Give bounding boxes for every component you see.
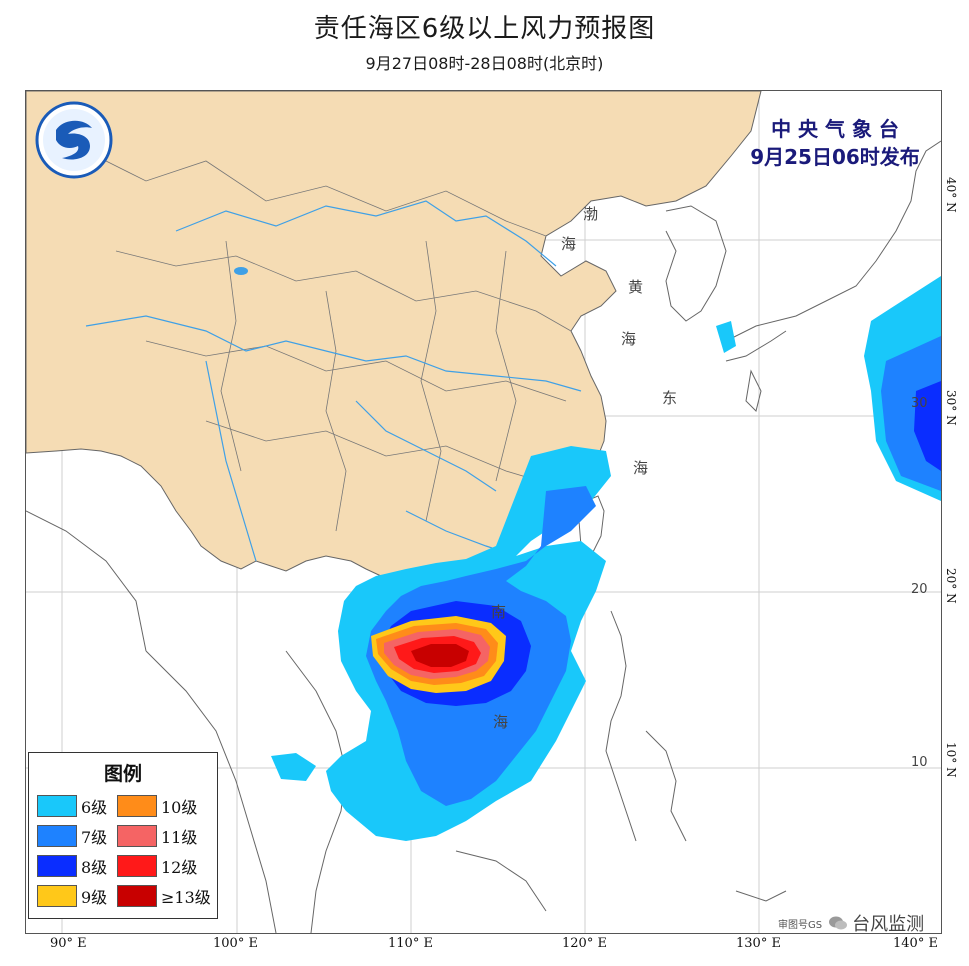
map-subtitle: 9月27日08时-28日08时(北京时) [365,54,604,73]
label-bohai-1: 渤 [583,205,599,223]
lon-label-130: 130° E [736,936,781,951]
legend-swatch [117,795,157,817]
legend-title: 图例 [103,763,142,785]
lon-label-110: 110° E [388,936,433,951]
watermark-text: 台风监测 [852,914,925,935]
legend-label: 10级 [161,798,198,817]
wechat-icon [828,915,848,931]
legend-item-8: 8级 [37,853,107,879]
map-title: 责任海区6级以上风力预报图 [313,14,656,44]
legend-item-7: 7级 [37,823,107,849]
province-borders [85,150,572,532]
inner-lat-10: 10 [911,755,928,770]
legend-swatch [37,795,77,817]
issuer-name: 中 央 气 象 台 [771,117,899,141]
lon-label-100: 100° E [213,936,258,951]
legend-swatch [37,885,77,907]
label-yellow-1: 黄 [628,278,644,296]
lat-label-10: 10° N [944,742,958,778]
watermark-prefix: 审图号GS [778,919,823,931]
legend-label: 9级 [81,888,108,907]
legend: 图例 6级 10级 7级 11级 8级 12级 9级 ≥13级 [28,752,218,919]
legend-item-13: ≥13级 [117,883,211,909]
lon-label-90: 90° E [50,936,87,951]
legend-item-10: 10级 [117,793,197,819]
lon-label-140: 140° E [893,936,938,951]
lat-label-40: 40° N [944,177,958,213]
china-landmass [26,91,762,582]
legend-item-6: 6级 [37,793,107,819]
legend-label: 6级 [81,798,108,817]
watermark: 审图号GS 台风监测 [778,910,924,936]
legend-item-11: 11级 [117,823,197,849]
inner-lat-30: 30 [911,396,928,411]
legend-swatch [117,885,157,907]
issuer-block: 中 央 气 象 台 9月25日06时发布 [730,115,940,171]
label-south-2: 海 [493,713,509,731]
legend-label: 7级 [81,828,108,847]
label-east-2: 海 [633,459,649,477]
qinghai-lake [234,267,248,275]
label-bohai-2: 海 [561,235,577,253]
legend-swatch [117,825,157,847]
legend-item-12: 12级 [117,853,197,879]
legend-item-9: 9级 [37,883,107,909]
legend-label: 8级 [81,858,108,877]
label-south-1: 南 [491,603,507,621]
coastlines-east [665,140,941,412]
issue-time: 9月25日06时发布 [750,145,920,169]
lat-label-30: 30° N [944,390,958,426]
coastlines-southeast [26,510,787,933]
legend-swatch [117,855,157,877]
legend-swatch [37,825,77,847]
cma-logo [34,100,114,180]
rivers [85,200,582,562]
wind-zone-13 [411,644,469,667]
legend-label: 11级 [161,828,198,847]
lon-label-120: 120° E [562,936,607,951]
inner-lat-20: 20 [911,582,928,597]
lat-label-20: 20° N [944,568,958,604]
legend-label: ≥13级 [161,888,211,907]
legend-label: 12级 [161,858,198,877]
label-yellow-2: 海 [621,330,637,348]
label-east-1: 东 [662,389,678,407]
legend-swatch [37,855,77,877]
